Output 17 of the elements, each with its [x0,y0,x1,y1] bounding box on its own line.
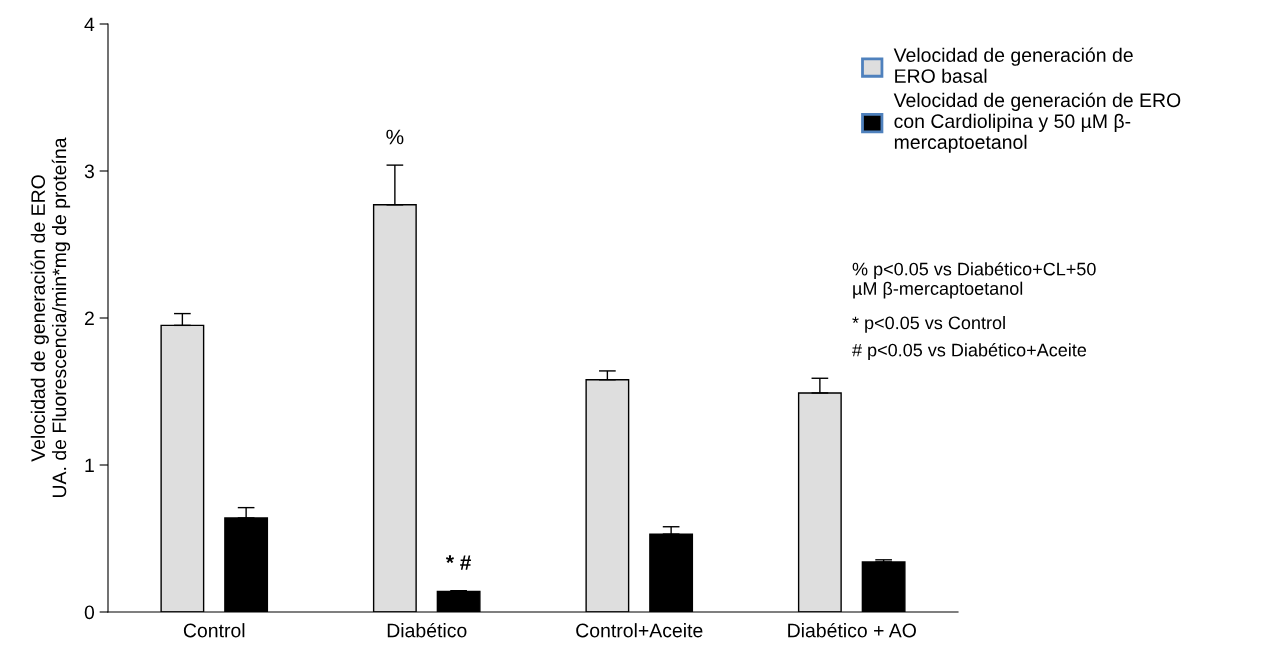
data-label: * # [445,555,472,570]
x-tick-label: Control [183,623,245,638]
data-label: % [386,129,404,145]
legend-label: Velocidad de generación de ERO con Cardiolipina y 50 µM β- mercaptoetanol [893,92,1181,153]
y-tick-label: 3 [84,164,94,179]
y-tick-label: 0 [84,605,95,620]
annotation: # p<0.05 vs Diabético+Aceite [852,343,1087,361]
y-axis-title: Velocidad de generación de ERO UA. de Fluorescencia/min*mg de proteína [30,137,71,497]
legend-label: Velocidad de generación de ERO basal [893,47,1133,83]
x-tick-label: Diabético [387,622,467,638]
y-tick-label: 2 [84,311,94,326]
y-tick-label: 4 [84,17,95,32]
y-tick-label: 1 [85,458,94,473]
annotation: % p<0.05 vs Diabético+CL+50 µM β-mercaptoetanol [852,262,1096,299]
annotation: * p<0.05 vs Control [852,316,1005,333]
x-tick-label: Control+Aceite [576,623,703,638]
x-tick-label: Diabético + AO [788,622,916,638]
